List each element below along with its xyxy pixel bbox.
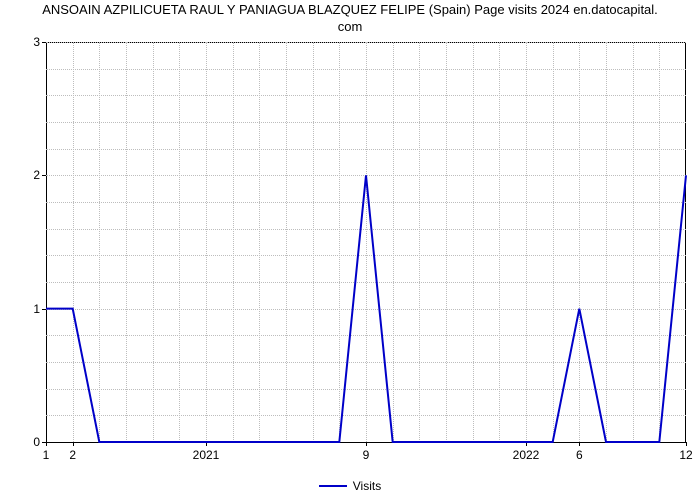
chart-title-line1: ANSOAIN AZPILICUETA RAUL Y PANIAGUA BLAZ… (42, 2, 658, 17)
x-tick-label: 9 (363, 448, 370, 462)
x-tick-label: 2 (69, 448, 76, 462)
y-tick-label: 3 (10, 35, 40, 49)
chart-container: ANSOAIN AZPILICUETA RAUL Y PANIAGUA BLAZ… (0, 0, 700, 500)
line-series (46, 42, 686, 442)
x-tick-label: 6 (576, 448, 583, 462)
x-tick-label: 12 (679, 448, 692, 462)
x-tick-mark (366, 442, 367, 446)
y-tick-label: 0 (10, 435, 40, 449)
legend-label: Visits (353, 479, 381, 493)
x-tick-mark (73, 442, 74, 446)
chart-title: ANSOAIN AZPILICUETA RAUL Y PANIAGUA BLAZ… (0, 2, 700, 36)
legend-swatch (319, 485, 347, 487)
x-tick-label: 2022 (513, 448, 540, 462)
x-tick-mark (579, 442, 580, 446)
chart-title-line2: com (338, 19, 363, 34)
legend: Visits (0, 478, 700, 493)
x-tick-label: 1 (43, 448, 50, 462)
y-tick-label: 1 (10, 302, 40, 316)
x-tick-label: 2021 (193, 448, 220, 462)
x-tick-mark (686, 442, 687, 446)
y-tick-label: 2 (10, 168, 40, 182)
x-tick-mark (46, 442, 47, 446)
